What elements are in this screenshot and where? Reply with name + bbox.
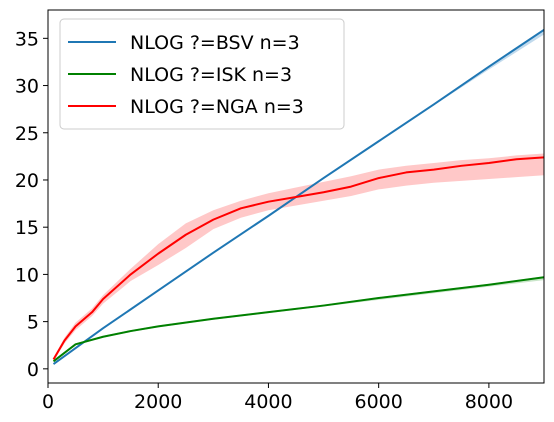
- y-tick-label: 20: [15, 170, 39, 192]
- x-axis: 0 2000 4000 6000 8000: [42, 383, 513, 413]
- series-line-3: [52, 156, 544, 360]
- x-tick-label: 2000: [134, 391, 182, 413]
- legend-label-3: NLOG ?=NGA n=3: [130, 96, 304, 118]
- x-tick-label: 6000: [354, 391, 402, 413]
- series-line-2: [52, 276, 544, 363]
- x-tick-label: 0: [42, 391, 54, 413]
- x-tick-label: 8000: [465, 391, 513, 413]
- legend-box: [59, 18, 345, 130]
- y-tick-label: 15: [15, 217, 39, 239]
- y-tick-label: 5: [27, 312, 39, 334]
- y-axis: 0 5 10 15 20 25 30 35: [15, 28, 48, 381]
- x-tick-label: 4000: [244, 391, 292, 413]
- y-tick-label: 25: [15, 123, 39, 145]
- y-tick-label: 30: [15, 76, 39, 98]
- y-tick-label: 35: [15, 28, 39, 50]
- legend-label-1: NLOG ?=BSV n=3: [130, 32, 300, 54]
- legend-label-2: NLOG ?=ISK n=3: [130, 64, 292, 86]
- series-lines: [52, 28, 544, 365]
- legend: NLOG ?=BSV n=3 NLOG ?=ISK n=3 NLOG ?=NGA n…: [59, 18, 345, 130]
- y-tick-label: 10: [15, 264, 39, 286]
- axes-frame: [47, 9, 545, 384]
- y-tick-label: 0: [27, 359, 39, 381]
